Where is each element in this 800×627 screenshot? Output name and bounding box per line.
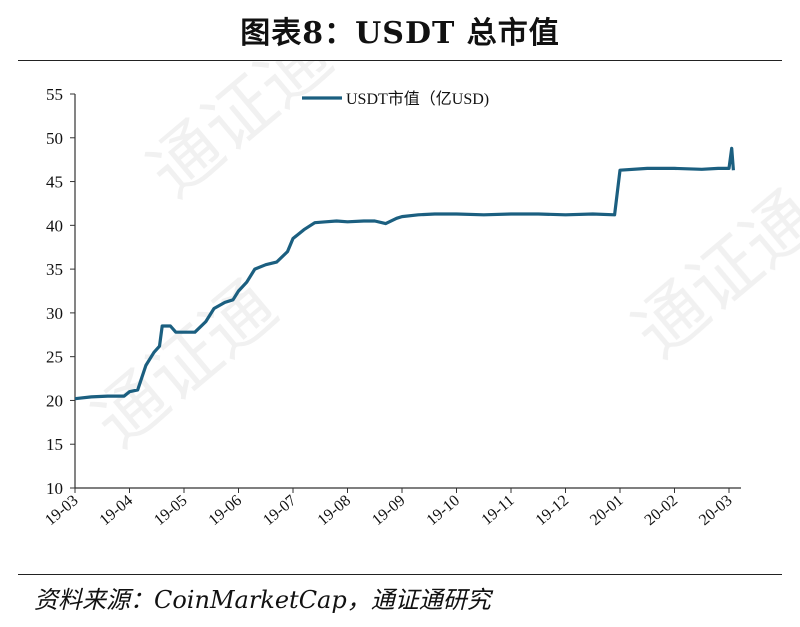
y-tick-label: 50	[46, 129, 63, 148]
watermark-text: 通证通	[81, 268, 291, 462]
x-tick-label: 19-05	[151, 492, 191, 529]
x-tick-label: 19-10	[424, 492, 464, 529]
y-tick-label: 55	[46, 85, 63, 104]
x-axis: 19-03 19-04 19-05 19-06 19-07 19-08 19-09 19-10…	[42, 487, 741, 529]
legend-label: USDT市值（亿USD)	[346, 90, 489, 108]
x-tick-label: 19-11	[479, 492, 518, 529]
x-tick-label: 19-09	[369, 492, 409, 529]
x-tick-label: 20-02	[642, 492, 682, 529]
watermark-text: 通证通	[621, 178, 800, 372]
x-tick-label: 19-07	[260, 492, 300, 529]
x-tick-label: 20-03	[696, 492, 736, 529]
y-tick-label: 20	[46, 391, 63, 410]
series-line-usdt-market-cap	[74, 146, 735, 401]
source-note: 资料来源：CoinMarketCap，通证通研究	[34, 586, 491, 614]
y-tick-label: 45	[46, 173, 63, 192]
y-tick-label: 35	[46, 260, 63, 279]
x-tick-label: 19-06	[206, 492, 246, 529]
x-tick-label: 19-04	[97, 492, 137, 529]
y-tick-label: 10	[46, 479, 63, 498]
bottom-rule	[18, 574, 782, 575]
y-axis: 10 15 20 25 30 35 40 45 50 55	[46, 85, 76, 498]
y-tick-label: 30	[46, 304, 63, 323]
y-tick-label: 15	[46, 435, 63, 454]
top-rule	[18, 60, 782, 61]
y-tick-label: 25	[46, 348, 63, 367]
figure-title: 图表8：USDT 总市值	[240, 16, 560, 51]
legend: USDT市值（亿USD)	[302, 90, 489, 108]
watermark-text: 通证通	[136, 60, 346, 212]
x-tick-label: 19-08	[315, 492, 355, 529]
y-tick-label: 40	[46, 216, 63, 235]
x-tick-label: 20-01	[587, 492, 627, 529]
plot-area	[74, 146, 735, 401]
x-tick-label: 19-12	[533, 492, 573, 529]
